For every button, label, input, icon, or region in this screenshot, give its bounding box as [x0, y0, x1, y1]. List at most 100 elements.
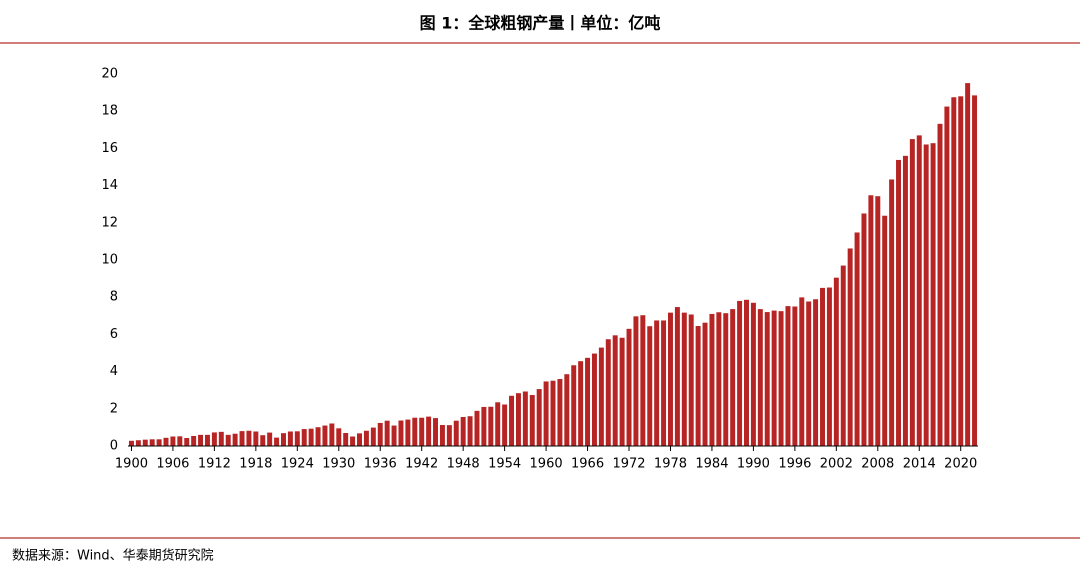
y-tick-label: 10	[101, 253, 118, 268]
x-tick-label: 2020	[944, 457, 977, 472]
bar	[875, 196, 881, 446]
bar	[239, 431, 245, 446]
bar	[391, 425, 397, 446]
bar	[571, 365, 577, 446]
bar	[840, 265, 846, 446]
bar	[294, 431, 300, 446]
bar	[329, 423, 335, 446]
bar	[405, 419, 411, 446]
bar	[502, 404, 508, 446]
bar	[909, 139, 915, 446]
bar	[211, 432, 217, 446]
bar	[771, 310, 777, 446]
bar	[439, 424, 445, 446]
bar	[688, 314, 694, 446]
bar	[426, 416, 432, 446]
bar	[246, 430, 252, 446]
bar	[833, 277, 839, 446]
bar	[218, 431, 224, 446]
bar	[225, 434, 231, 446]
bar	[750, 302, 756, 446]
x-tick-label: 1990	[737, 457, 770, 472]
bar	[585, 357, 591, 446]
bar	[730, 309, 736, 446]
source-note: 数据来源：Wind、华泰期货研究院	[12, 548, 214, 564]
bar	[384, 420, 390, 446]
bar	[232, 433, 238, 446]
bar	[204, 434, 210, 446]
x-tick-label: 2014	[903, 457, 936, 472]
bar	[640, 315, 646, 446]
bar	[813, 299, 819, 446]
bar	[301, 429, 307, 446]
bar	[467, 416, 473, 446]
bar	[764, 312, 770, 446]
bar	[357, 433, 362, 446]
bar	[702, 322, 708, 446]
bar	[667, 312, 673, 446]
bar	[419, 417, 425, 446]
y-tick-label: 12	[101, 215, 118, 230]
x-tick-label: 1912	[198, 457, 231, 472]
y-tick-label: 2	[110, 401, 118, 416]
chart-title: 图 1：全球粗钢产量丨单位：亿吨	[420, 14, 661, 33]
bar	[806, 301, 812, 446]
bar	[923, 144, 929, 446]
bar	[785, 306, 791, 446]
bar	[550, 380, 556, 446]
bar	[612, 335, 618, 446]
y-tick-label: 4	[110, 364, 118, 379]
bar	[377, 422, 383, 446]
bar	[778, 311, 784, 446]
bar	[681, 312, 687, 446]
bar	[184, 438, 190, 446]
bar	[916, 135, 922, 446]
bar	[281, 433, 286, 446]
y-tick-label: 14	[101, 178, 118, 193]
x-tick-label: 1972	[612, 457, 645, 472]
bar	[433, 418, 439, 446]
x-tick-label: 1900	[115, 457, 148, 472]
x-tick-label: 1924	[281, 457, 314, 472]
bar	[958, 96, 964, 446]
bar	[315, 427, 321, 446]
bar	[889, 179, 895, 446]
bar	[965, 83, 971, 446]
bar	[536, 389, 542, 446]
bar	[674, 307, 680, 446]
bar	[902, 155, 908, 446]
bar	[343, 432, 349, 446]
bar	[647, 326, 653, 446]
bar	[868, 195, 874, 446]
x-tick-label: 1942	[405, 457, 438, 472]
x-tick-label: 1954	[488, 457, 521, 472]
bar	[446, 425, 452, 446]
bar	[398, 420, 404, 446]
bar	[128, 440, 134, 446]
bar	[799, 297, 805, 446]
bar	[847, 248, 853, 446]
bar	[723, 313, 729, 446]
bar	[709, 313, 715, 446]
x-tick-label: 1936	[364, 457, 397, 472]
bar	[598, 347, 604, 446]
bar	[253, 431, 259, 446]
bar	[453, 420, 459, 446]
bar	[578, 361, 584, 446]
bar	[854, 232, 860, 446]
bar	[308, 428, 314, 446]
y-tick-label: 8	[110, 290, 118, 305]
bar	[260, 435, 266, 446]
bar	[156, 439, 162, 446]
x-tick-label: 1930	[322, 457, 355, 472]
bar	[149, 439, 155, 446]
bar	[274, 437, 280, 446]
x-tick-label: 1996	[778, 457, 811, 472]
y-tick-label: 18	[101, 104, 118, 119]
bar	[191, 435, 197, 446]
bar	[951, 97, 957, 446]
bar	[336, 428, 342, 446]
bar	[882, 215, 888, 446]
bar	[820, 287, 825, 446]
bar	[861, 213, 867, 446]
